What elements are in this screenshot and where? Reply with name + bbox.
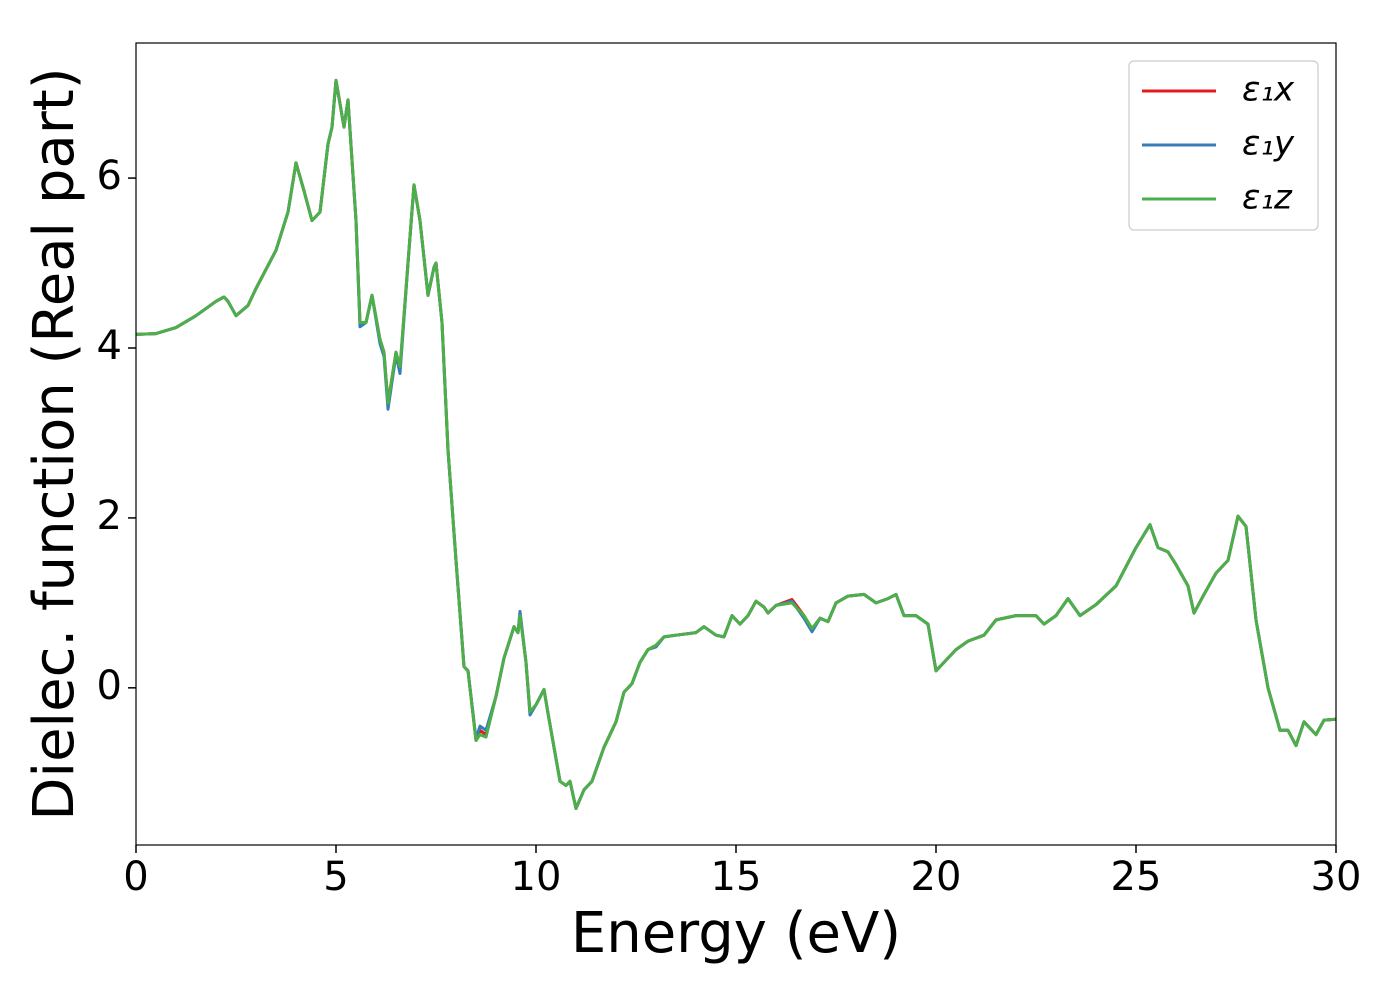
y-tick-label: 2 [97, 493, 122, 539]
x-axis-label: Energy (eV) [571, 901, 901, 966]
x-tick-label: 0 [123, 854, 148, 900]
legend-label: ε₁z [1242, 178, 1293, 218]
x-tick-label: 5 [323, 854, 348, 900]
series-line [135, 78, 1337, 810]
plot-frame [135, 42, 1337, 846]
y-tick-label: 4 [97, 323, 122, 369]
y-tick-label: 6 [97, 153, 122, 199]
y-tick-label: 0 [97, 663, 122, 709]
x-tick-label: 25 [1111, 854, 1162, 900]
legend-label: ε₁y [1242, 124, 1295, 164]
legend-label: ε₁x [1242, 70, 1295, 110]
x-tick-label: 15 [711, 854, 762, 900]
x-tick-label: 30 [1311, 854, 1362, 900]
y-axis-label: Dielec. function (Real part) [22, 67, 87, 820]
x-tick-label: 20 [911, 854, 962, 900]
x-tick-label: 10 [511, 854, 562, 900]
legend-box [1128, 60, 1319, 231]
